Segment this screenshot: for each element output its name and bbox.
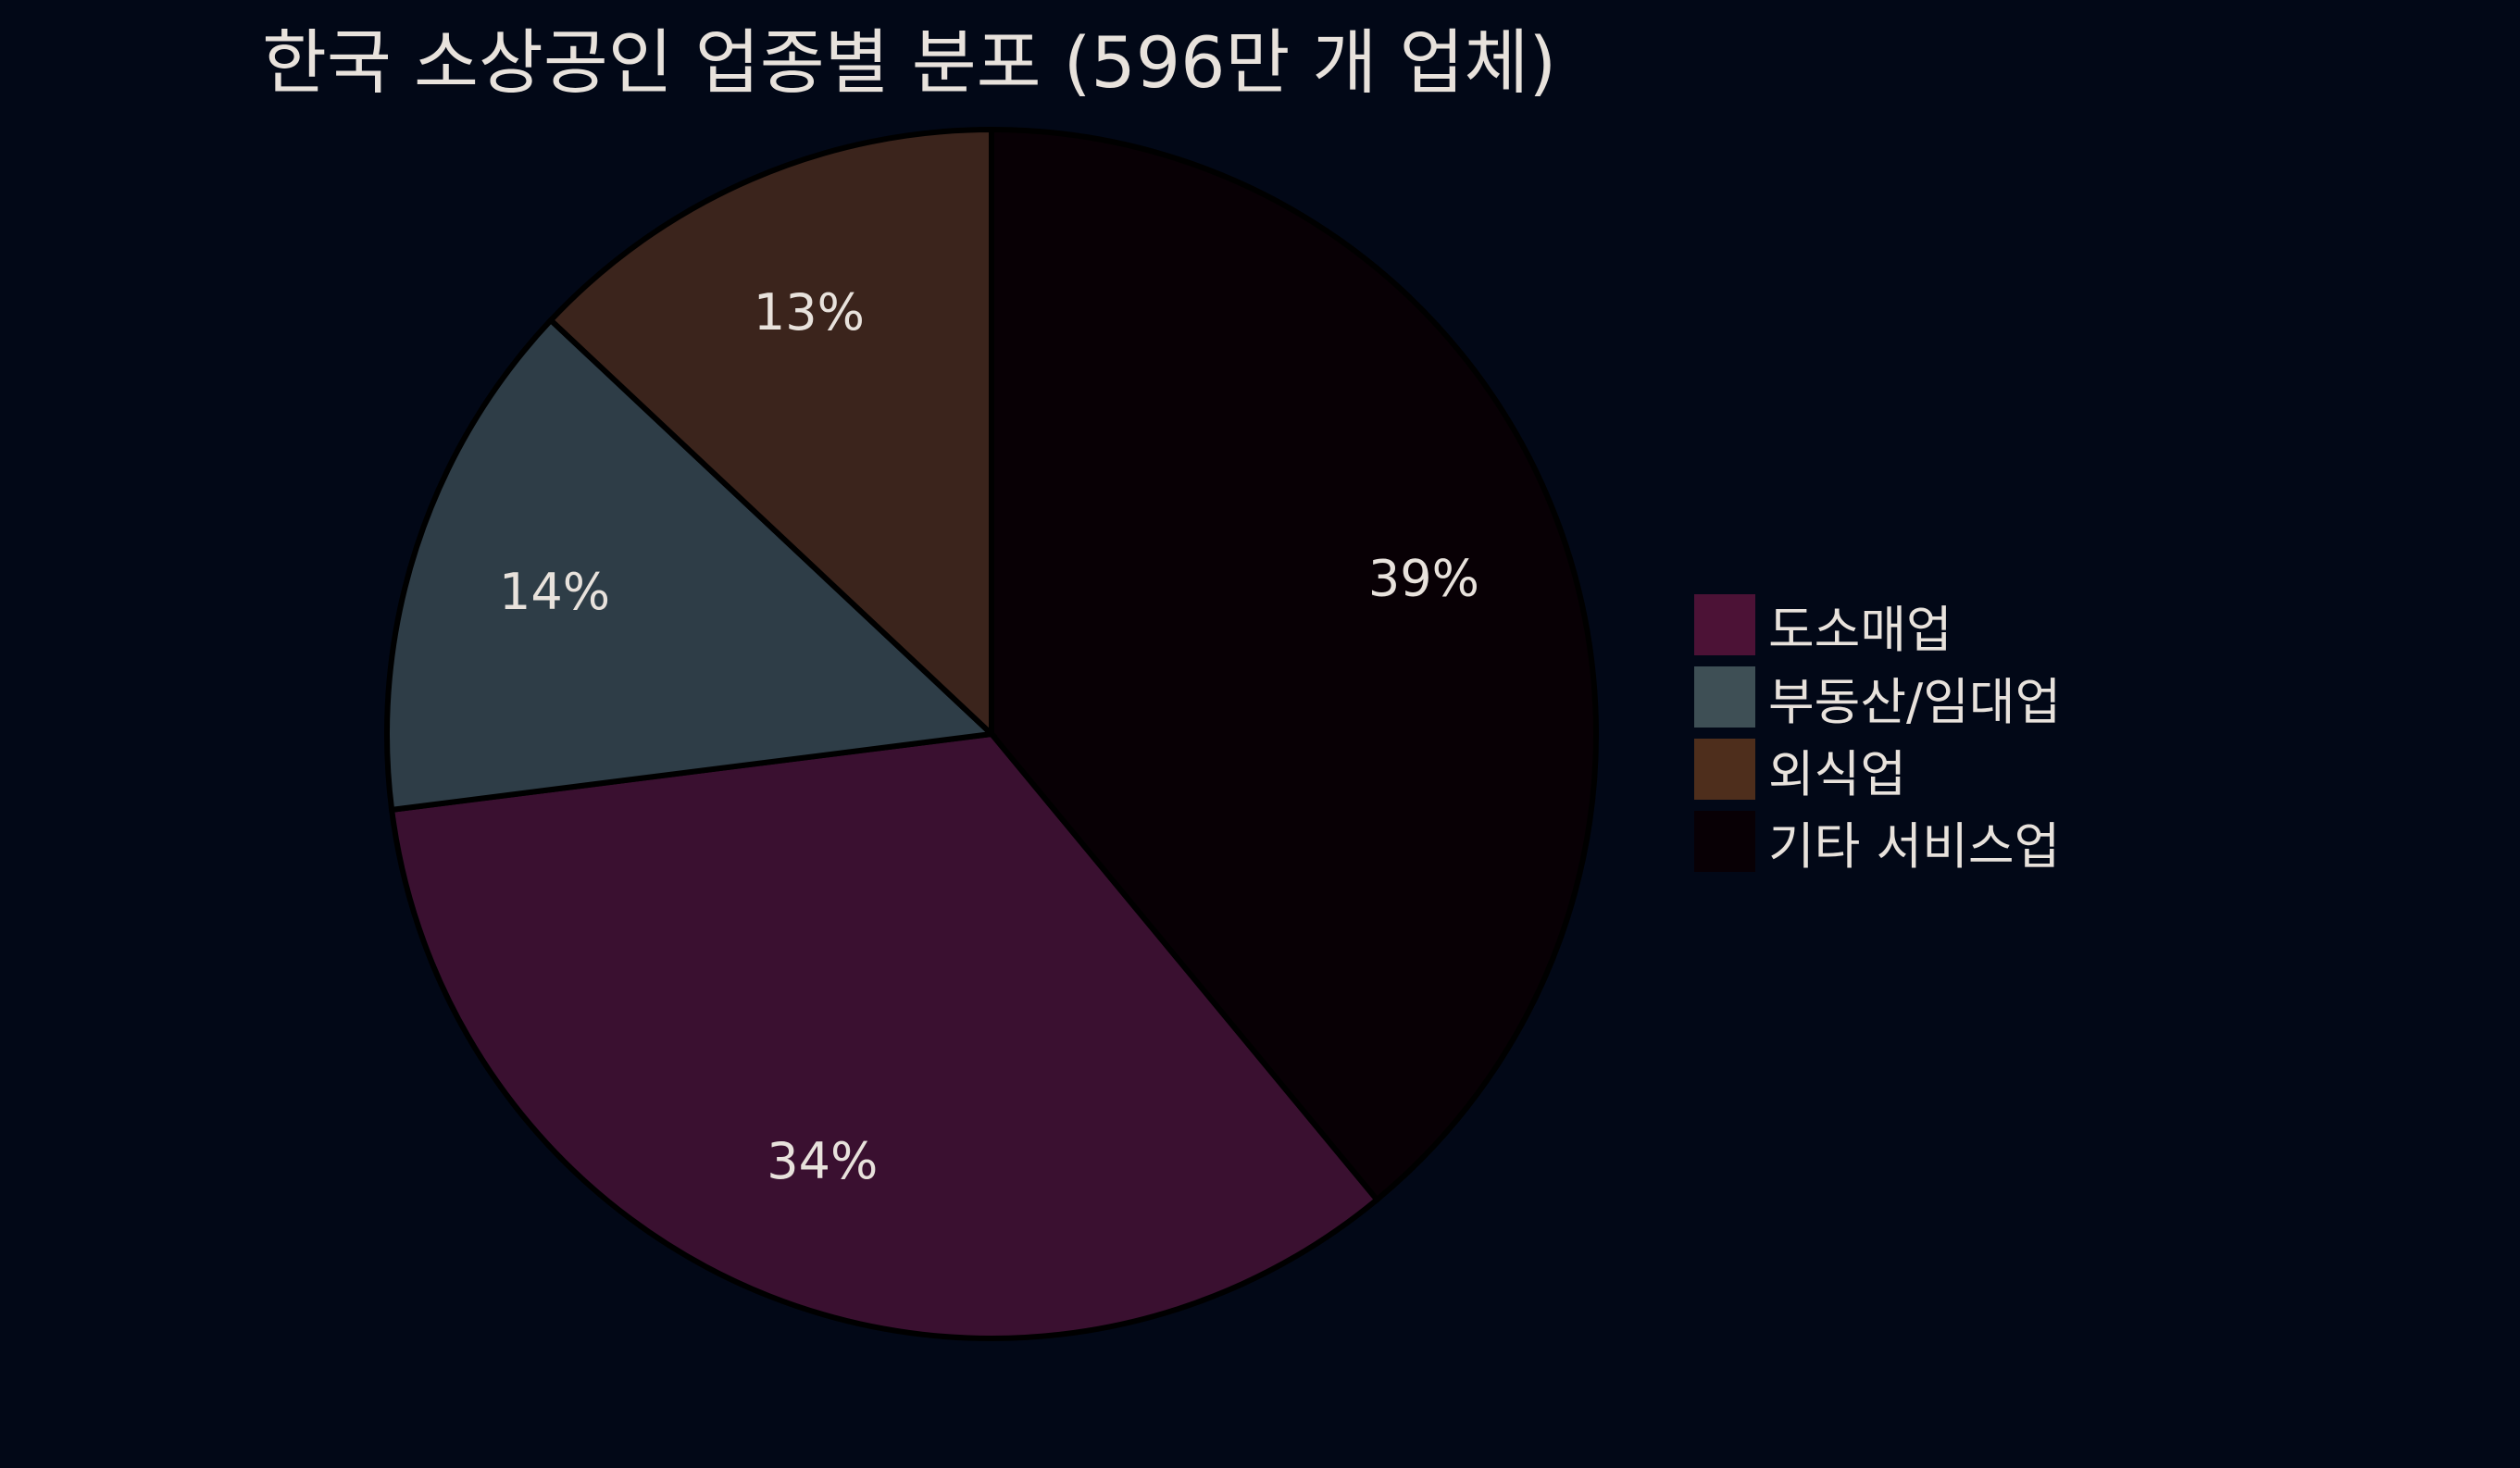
chart-title: 한국 소상공인 업종별 분포 (596만 개 업체)	[262, 21, 1557, 104]
slice-label: 14%	[499, 563, 610, 621]
legend-item[interactable]: 기타 서비스업	[1694, 805, 2061, 877]
legend-swatch	[1694, 666, 1755, 728]
legend-label: 외식업	[1768, 744, 1907, 803]
slice-label: 34%	[767, 1132, 878, 1190]
pie-slice	[989, 126, 1599, 1204]
legend-swatch	[1694, 594, 1755, 655]
legend-swatch	[1694, 811, 1755, 872]
legend-label: 도소매업	[1768, 600, 1952, 659]
legend-swatch	[1694, 739, 1755, 800]
legend-item[interactable]: 도소매업	[1694, 589, 2061, 661]
pie-slice	[388, 730, 1381, 1341]
pie-slice	[546, 126, 994, 740]
legend-label: 부동산/임대업	[1768, 672, 2062, 731]
slice-label: 13%	[754, 283, 865, 342]
legend-label: 기타 서비스업	[1768, 816, 2061, 876]
legend-item[interactable]: 부동산/임대업	[1694, 661, 2061, 733]
slice-label: 39%	[1368, 549, 1479, 607]
pie-slice	[384, 316, 998, 814]
legend-item[interactable]: 외식업	[1694, 733, 2061, 805]
